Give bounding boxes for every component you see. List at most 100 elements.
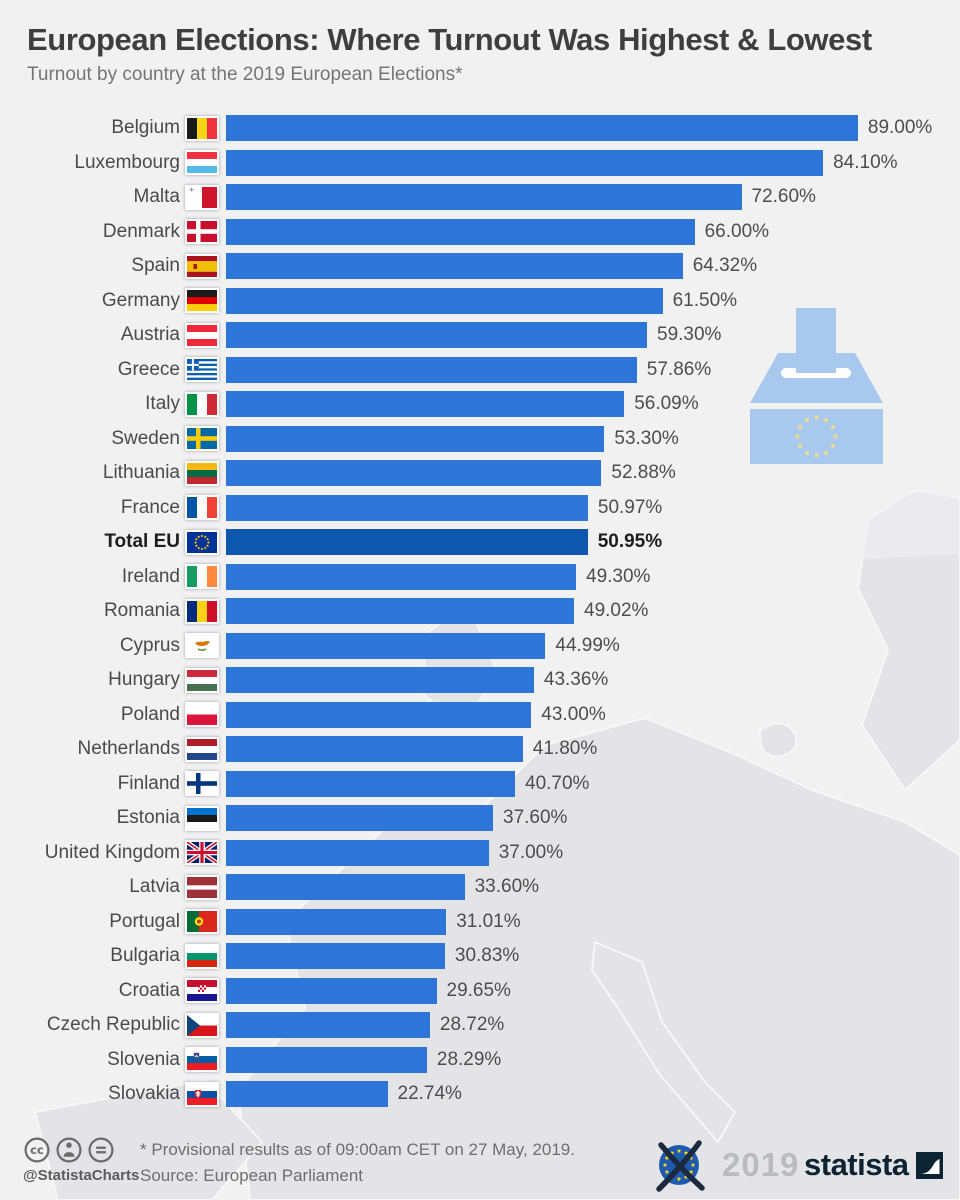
turnout-bar bbox=[226, 253, 683, 280]
cc-attribution-icon bbox=[56, 1137, 82, 1163]
source-credit: Source: European Parliament bbox=[140, 1166, 364, 1185]
country-label: Sweden bbox=[111, 427, 180, 449]
bar-row-austria: Austria 59.30% bbox=[0, 318, 960, 353]
bar-row-ireland: Ireland 49.30% bbox=[0, 560, 960, 595]
romania-flag-icon bbox=[185, 598, 219, 624]
turnout-bar bbox=[226, 184, 742, 211]
value-label: 61.50% bbox=[672, 289, 738, 311]
election-year-label: 2019 bbox=[722, 1146, 800, 1183]
country-label: Cyprus bbox=[119, 634, 180, 656]
value-label: 28.72% bbox=[439, 1014, 505, 1036]
value-label: 44.99% bbox=[555, 634, 620, 656]
slovenia-flag-icon bbox=[185, 1047, 219, 1073]
turnout-bar bbox=[226, 736, 523, 763]
bar-row-luxembourg: Luxembourg 84.10% bbox=[0, 146, 960, 181]
turnout-bar bbox=[226, 218, 695, 245]
bar-row-germany: Germany 61.50% bbox=[0, 284, 960, 319]
country-label: Czech Republic bbox=[46, 1014, 180, 1036]
turnout-bar bbox=[226, 667, 534, 694]
value-label: 28.29% bbox=[436, 1048, 502, 1070]
value-label: 64.32% bbox=[692, 255, 758, 277]
lithuania-flag-icon bbox=[185, 460, 219, 486]
latvia-flag-icon bbox=[185, 874, 219, 900]
bar-row-poland: Poland 43.00% bbox=[0, 698, 960, 733]
country-label: Poland bbox=[120, 703, 180, 725]
value-label: 49.02% bbox=[584, 600, 649, 622]
turnout-bar bbox=[226, 1012, 430, 1039]
poland-flag-icon bbox=[185, 702, 219, 728]
country-label: Luxembourg bbox=[74, 151, 180, 173]
turnout-bar bbox=[226, 356, 637, 383]
country-label: Romania bbox=[103, 600, 180, 622]
value-label: 50.97% bbox=[597, 496, 663, 518]
malta-flag-icon bbox=[185, 184, 219, 210]
value-label: 33.60% bbox=[474, 876, 540, 898]
czech-republic-flag-icon bbox=[185, 1012, 219, 1038]
eu-flag-icon bbox=[185, 529, 219, 555]
statista-wordmark: statista bbox=[804, 1147, 909, 1182]
bar-row-spain: Spain 64.32% bbox=[0, 249, 960, 284]
country-label: Lithuania bbox=[102, 462, 180, 484]
bar-row-slovakia: Slovakia 22.74% bbox=[0, 1077, 960, 1112]
ballot-box-illustration bbox=[748, 308, 885, 465]
turnout-bar bbox=[226, 1081, 388, 1108]
portugal-flag-icon bbox=[185, 909, 219, 935]
page-title: European Elections: Where Turnout Was Hi… bbox=[27, 22, 872, 57]
country-label: Hungary bbox=[108, 669, 180, 691]
turnout-bar bbox=[226, 943, 445, 970]
statista-logo: statista bbox=[804, 1147, 943, 1183]
turnout-bar bbox=[226, 460, 602, 487]
value-label: 43.00% bbox=[541, 703, 606, 725]
bar-row-denmark: Denmark 66.00% bbox=[0, 215, 960, 250]
turnout-bar bbox=[226, 805, 493, 832]
turnout-bar bbox=[226, 1046, 427, 1073]
turnout-bar bbox=[226, 391, 625, 418]
svg-text:cc: cc bbox=[30, 1143, 44, 1157]
value-label: 40.70% bbox=[525, 772, 590, 794]
italy-flag-icon bbox=[185, 391, 219, 417]
turnout-bar bbox=[226, 632, 546, 659]
value-label: 31.01% bbox=[456, 910, 521, 932]
bar-row-finland: Finland 40.70% bbox=[0, 767, 960, 802]
turnout-bar bbox=[226, 563, 576, 590]
value-label: 59.30% bbox=[657, 324, 722, 346]
europe-map-background-image bbox=[0, 490, 960, 1200]
country-label: France bbox=[120, 496, 180, 518]
bar-row-latvia: Latvia 33.60% bbox=[0, 870, 960, 905]
bar-row-estonia: Estonia 37.60% bbox=[0, 801, 960, 836]
country-label: Austria bbox=[120, 324, 180, 346]
bar-row-romania: Romania 49.02% bbox=[0, 594, 960, 629]
value-label: 52.88% bbox=[611, 462, 676, 484]
value-label: 22.74% bbox=[397, 1083, 462, 1105]
statista-logo-icon bbox=[915, 1151, 943, 1179]
value-label: 43.36% bbox=[543, 669, 609, 691]
country-label: Slovakia bbox=[108, 1083, 180, 1105]
country-label: Malta bbox=[133, 186, 180, 208]
turnout-bar bbox=[226, 598, 574, 625]
bar-row-cyprus: Cyprus 44.99% bbox=[0, 629, 960, 664]
germany-flag-icon bbox=[185, 288, 219, 314]
page-subtitle: Turnout by country at the 2019 European … bbox=[27, 64, 463, 85]
bar-row-czech-republic: Czech Republic 28.72% bbox=[0, 1008, 960, 1043]
country-label: Spain bbox=[131, 255, 180, 277]
estonia-flag-icon bbox=[185, 805, 219, 831]
turnout-bar bbox=[226, 425, 605, 452]
sweden-flag-icon bbox=[185, 426, 219, 452]
country-label: Slovenia bbox=[107, 1048, 180, 1070]
netherlands-flag-icon bbox=[185, 736, 219, 762]
greece-flag-icon bbox=[185, 357, 219, 383]
value-label: 57.86% bbox=[646, 358, 712, 380]
turnout-bar bbox=[226, 494, 588, 521]
bar-row-belgium: Belgium 89.00% bbox=[0, 111, 960, 146]
country-label: Germany bbox=[101, 289, 180, 311]
turnout-bar bbox=[226, 149, 824, 176]
bar-row-italy: Italy 56.09% bbox=[0, 387, 960, 422]
bar-row-netherlands: Netherlands 41.80% bbox=[0, 732, 960, 767]
bar-row-croatia: Croatia 29.65% bbox=[0, 974, 960, 1009]
country-label: Bulgaria bbox=[110, 945, 180, 967]
country-label: Ireland bbox=[121, 565, 180, 587]
country-label: Greece bbox=[117, 358, 180, 380]
denmark-flag-icon bbox=[185, 219, 219, 245]
finland-flag-icon bbox=[185, 771, 219, 797]
value-label: 84.10% bbox=[833, 151, 898, 173]
